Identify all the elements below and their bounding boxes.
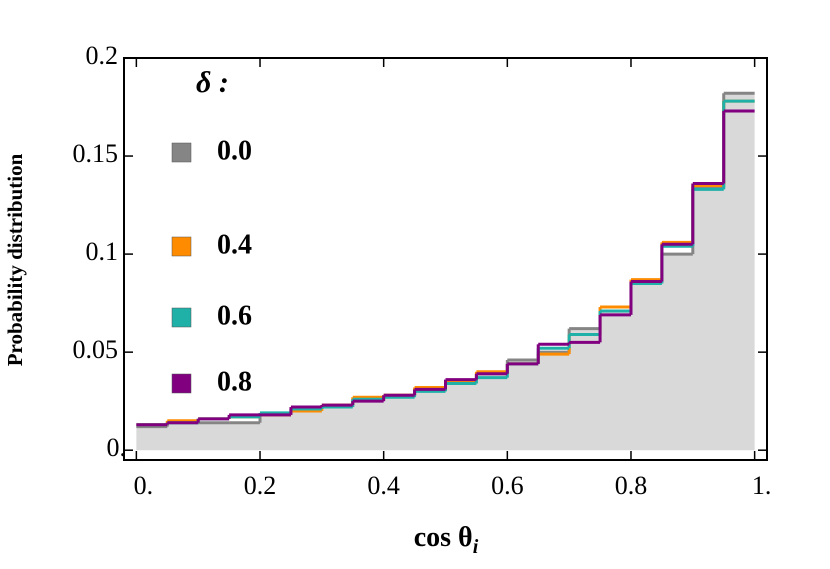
legend-label: 0.4 xyxy=(217,229,252,260)
legend-label: 0.0 xyxy=(217,135,252,166)
x-tick-label: 0.6 xyxy=(491,471,524,500)
legend-swatch xyxy=(171,236,192,257)
y-tick-label: 0.05 xyxy=(73,335,119,364)
legend-swatch xyxy=(171,142,192,163)
legend-label: 0.8 xyxy=(217,366,252,397)
y-tick-label: 0.2 xyxy=(86,41,119,70)
legend-swatch xyxy=(171,307,192,328)
x-tick-label: 1. xyxy=(752,471,772,500)
x-tick-label: 0.2 xyxy=(244,471,277,500)
y-tick-label: 0.15 xyxy=(73,139,119,168)
legend-label: 0.6 xyxy=(217,300,252,331)
plot-frame xyxy=(123,57,768,461)
area-fill xyxy=(136,93,755,451)
x-axis-label: cos θi xyxy=(414,522,479,557)
legend-title: δ : xyxy=(196,66,229,99)
x-axis-label-main: cos θ xyxy=(414,522,473,553)
y-tick-label: 0. xyxy=(107,433,127,462)
x-tick-label: 0. xyxy=(134,471,154,500)
y-tick-label: 0.1 xyxy=(86,237,119,266)
x-tick-label: 0.8 xyxy=(615,471,648,500)
y-axis-label: Probability distribution xyxy=(3,153,27,366)
x-tick-label: 0.4 xyxy=(367,471,400,500)
x-axis-label-subscript: i xyxy=(473,536,479,558)
legend-swatch xyxy=(171,373,192,394)
